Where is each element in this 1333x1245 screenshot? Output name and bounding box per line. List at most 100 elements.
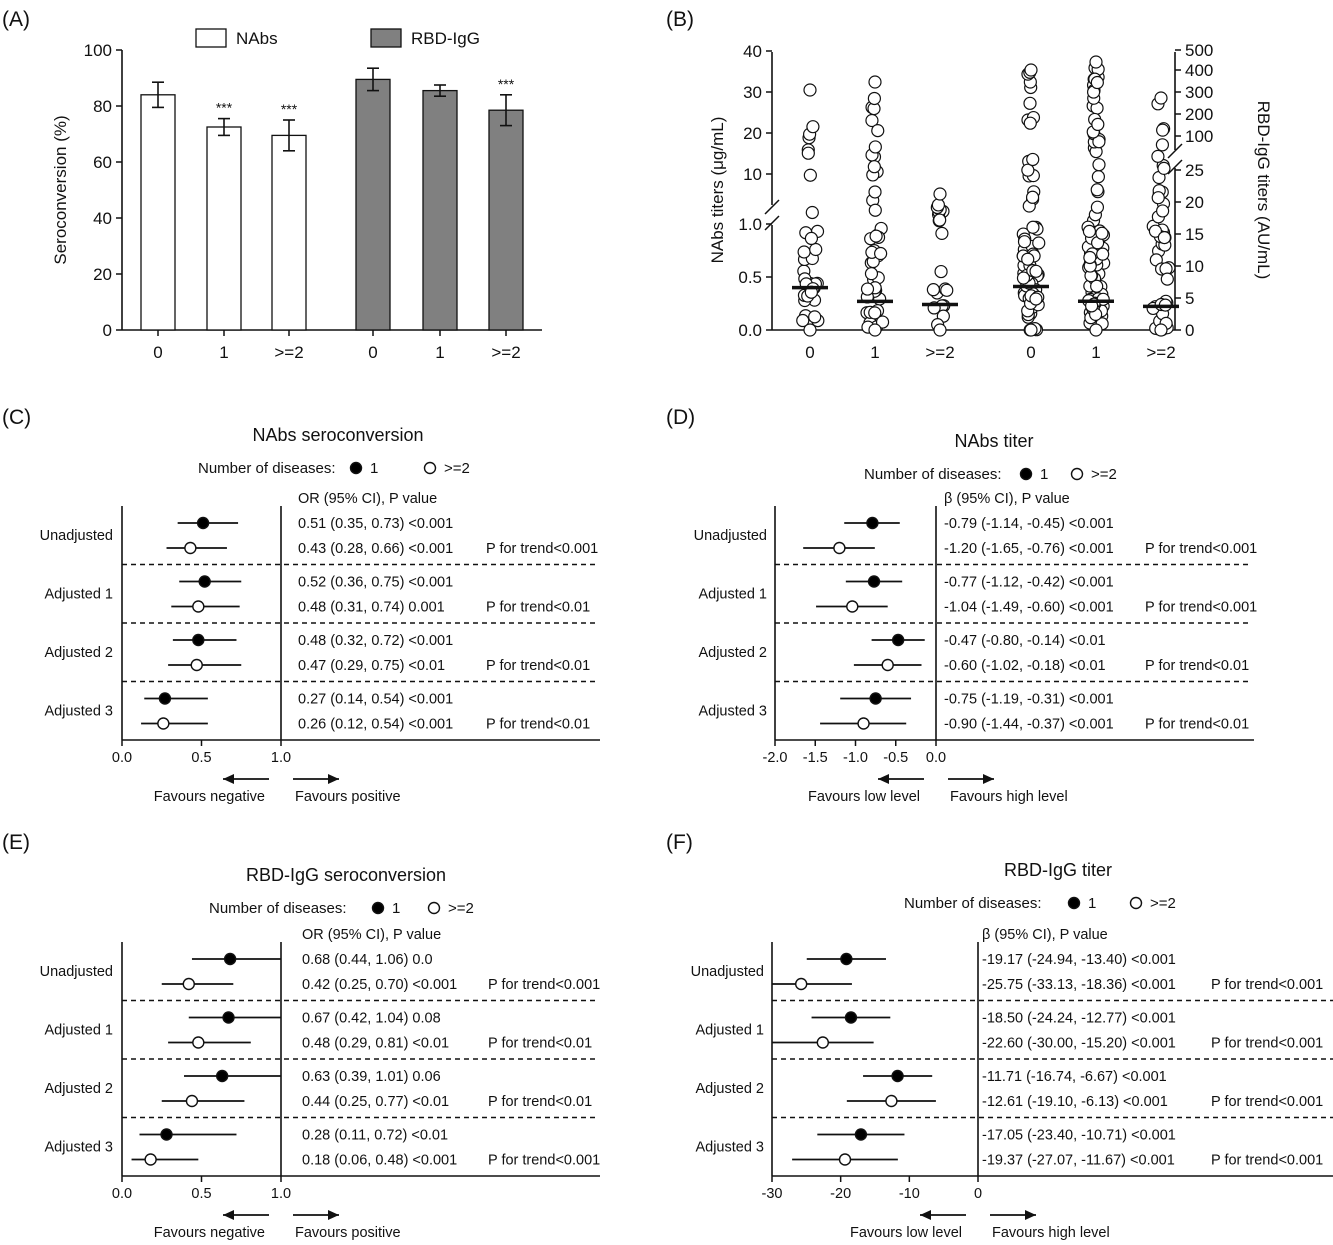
f-x-tick-label-0: -30	[762, 1186, 783, 1202]
e-legend-marker-1	[371, 901, 385, 915]
a-sig-NAbs-1: ***	[216, 100, 233, 116]
b-point	[1091, 117, 1105, 132]
d-x-tick-label-3: -0.5	[883, 750, 908, 766]
e-stat-3-0: 0.28 (0.11, 0.72) <0.01	[302, 1128, 448, 1144]
a-x-tick-label-0-2: >=2	[274, 343, 303, 362]
c-arrow-left	[223, 774, 269, 784]
b-point	[1029, 292, 1043, 306]
d-legend-marker-1	[1019, 467, 1033, 481]
b-left-tick-label-up-3: 40	[743, 42, 762, 61]
c-stat-3-1: 0.26 (0.12, 0.54) <0.001	[298, 717, 453, 733]
f-legend-item-1: 1	[1088, 895, 1096, 912]
b-point	[1021, 163, 1035, 177]
b-y-axis-label-right: RBD-IgG titers (AU/mL)	[1254, 101, 1273, 280]
a-bar-RBD-IgG->=2	[488, 109, 524, 331]
b-point	[801, 146, 815, 160]
c-trend-2: P for trend<0.01	[486, 658, 590, 674]
e-point-1-1	[192, 1036, 205, 1049]
f-stat-1-1: -22.60 (-30.00, -15.20) <0.001	[982, 1036, 1176, 1052]
e-stat-1-0: 0.67 (0.42, 1.04) 0.08	[302, 1011, 441, 1027]
f-legend-label: Number of diseases:	[904, 895, 1042, 912]
a-y-tick-label-0: 0	[103, 321, 112, 340]
d-stat-1-1: -1.04 (-1.49, -0.60) <0.001	[944, 600, 1114, 616]
d-header: β (95% CI), P value	[944, 491, 1070, 507]
b-point	[1148, 224, 1163, 238]
b-point-min	[1024, 323, 1038, 337]
d-group-label-0: Unadjusted	[694, 528, 767, 544]
e-trend-2: P for trend<0.01	[488, 1094, 592, 1110]
b-left-tick-label-up-1: 20	[743, 124, 762, 143]
a-y-axis-label: Seroconversion (%)	[51, 115, 70, 264]
e-arrow-left-head	[223, 1210, 234, 1220]
f-favour-right: Favours high level	[992, 1225, 1110, 1241]
c-x-tick-label-0: 0.0	[112, 750, 132, 766]
d-legend-label: Number of diseases:	[864, 466, 1002, 483]
f-group-label-0: Unadjusted	[691, 964, 764, 980]
f-favour-left: Favours low level	[850, 1225, 962, 1241]
d-favour-left: Favours low level	[808, 789, 920, 805]
c-x-tick-label-1: 0.5	[191, 750, 211, 766]
d-point-2-1	[881, 658, 894, 672]
b-right-tick-label-lo-3: 15	[1185, 225, 1204, 244]
d-point-0-1	[833, 541, 846, 555]
b-right-tick-label-up-1: 200	[1185, 105, 1213, 124]
a-x-tick-label-0-0: 0	[153, 343, 162, 362]
b-point	[934, 264, 948, 279]
c-favour-left: Favours negative	[154, 789, 265, 805]
f-x-tick-label-2: -10	[899, 1186, 920, 1202]
panel-a-bar-chart: 0 20 40 60 80 100 Seroconversion (%) 0 *** 1 *** >=…	[51, 28, 542, 362]
f-arrow-right	[990, 1210, 1036, 1220]
c-legend-label: Number of diseases:	[198, 460, 336, 477]
c-title: NAbs seroconversion	[252, 425, 423, 445]
e-arrow-left	[223, 1210, 269, 1220]
b-right-break-1	[1167, 143, 1183, 159]
d-legend-marker-2	[1070, 467, 1084, 481]
e-point-3-0	[160, 1128, 173, 1141]
b-x-tick-label-0: 0	[805, 343, 814, 362]
b-right-tick-label-lo-1: 5	[1185, 289, 1194, 308]
b-point	[874, 246, 888, 261]
e-x-tick-label-2: 1.0	[271, 1186, 291, 1202]
d-x-tick-label-0: -2.0	[763, 750, 788, 766]
b-point	[864, 267, 879, 281]
b-point	[935, 226, 949, 240]
a-bar-NAbs->=2	[271, 134, 307, 331]
e-favour-left: Favours negative	[154, 1225, 265, 1241]
b-point	[1090, 279, 1104, 293]
e-arrow-right-head	[328, 1210, 339, 1220]
f-stat-2-0: -11.71 (-16.74, -6.67) <0.001	[982, 1069, 1167, 1085]
d-favour-right: Favours high level	[950, 789, 1068, 805]
b-point	[1092, 135, 1106, 149]
b-point-max	[1089, 55, 1103, 69]
b-point	[868, 306, 882, 320]
a-y-tick-label-20: 20	[93, 265, 112, 284]
b-point	[1016, 271, 1031, 285]
c-point-3-1	[157, 717, 170, 730]
d-stat-3-1: -0.90 (-1.44, -0.37) <0.001	[944, 717, 1114, 733]
b-point	[1023, 116, 1037, 130]
b-point-max	[868, 75, 882, 89]
c-group-label-2: Adjusted 2	[44, 645, 113, 661]
e-point-0-0	[223, 952, 237, 966]
panel-label-b: (B)	[666, 8, 694, 31]
b-right-tick-label-lo-0: 0	[1185, 321, 1194, 340]
e-point-2-1	[185, 1094, 199, 1108]
c-arrow-right-head	[328, 774, 339, 784]
b-point	[1095, 226, 1109, 240]
a-legend-label-nabs: NAbs	[236, 29, 278, 48]
panel-c-forest-plot: NAbs seroconversion Number of diseases: 1 >…	[40, 425, 600, 805]
b-point	[1029, 264, 1043, 278]
e-point-0-1	[182, 977, 195, 991]
panel-b-scatter-chart: 0.00.51.01020304005101520251002003004005…	[708, 41, 1273, 362]
b-point	[1026, 220, 1040, 234]
f-group-label-2: Adjusted 2	[695, 1081, 764, 1097]
d-stat-0-0: -0.79 (-1.14, -0.45) <0.001	[944, 516, 1114, 532]
d-legend-item-1: 1	[1040, 466, 1048, 483]
e-stat-1-1: 0.48 (0.29, 0.81) <0.01	[302, 1036, 449, 1052]
d-stat-3-0: -0.75 (-1.19, -0.31) <0.001	[944, 692, 1114, 708]
d-trend-0: P for trend<0.001	[1145, 541, 1257, 557]
b-left-tick-label-up-0: 10	[743, 165, 762, 184]
d-point-0-0	[866, 516, 879, 530]
b-point	[926, 283, 940, 297]
